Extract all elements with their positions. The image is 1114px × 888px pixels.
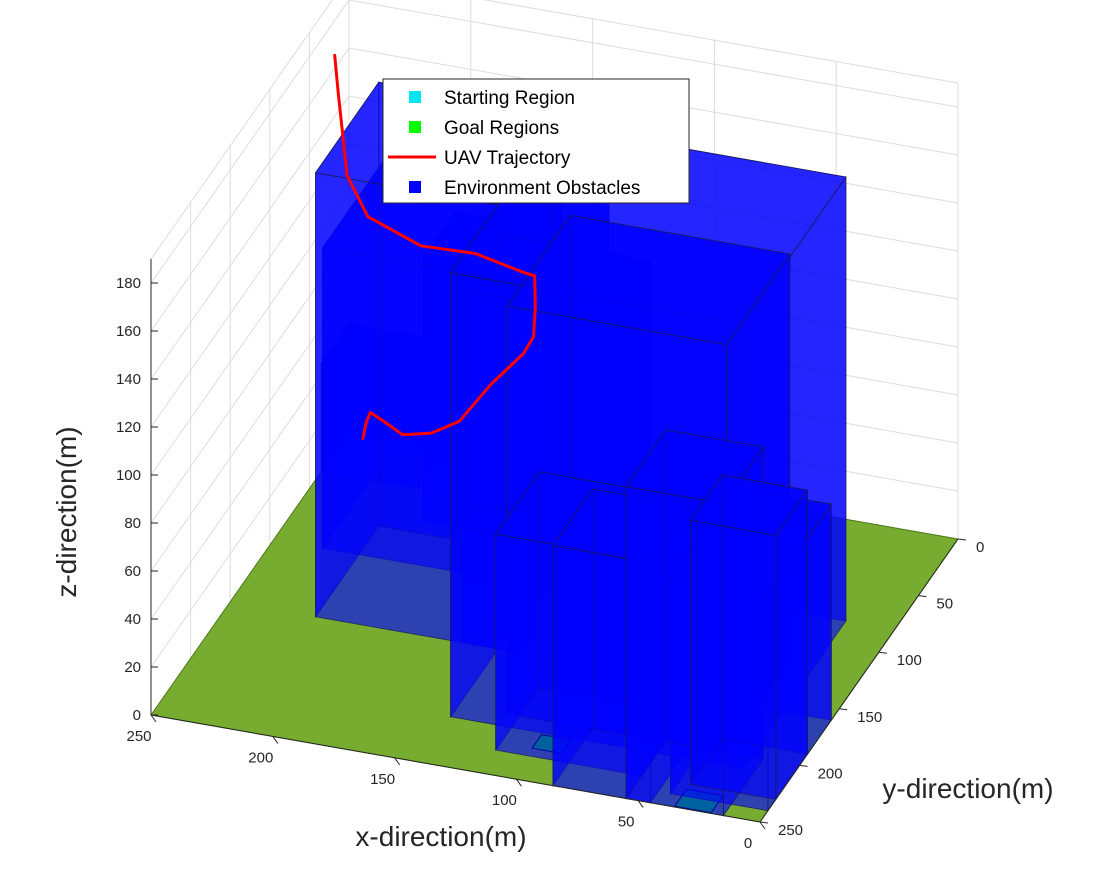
obstacle-box: [689, 473, 809, 801]
legend-label-goal-regions: Goal Regions: [444, 118, 559, 139]
z-tick-label: 20: [124, 659, 141, 676]
y-tick-label: 250: [778, 822, 803, 839]
legend-label-environment-obstacles: Environment Obstacles: [444, 178, 640, 199]
legend-swatch-goal-regions: [409, 121, 421, 133]
x-tick-label: 200: [248, 749, 273, 766]
z-tick-label: 100: [116, 467, 141, 484]
x-tick-label: 50: [618, 814, 635, 831]
x-tick: [394, 757, 401, 766]
legend-entry-uav-trajectory: UAV Trajectory: [388, 148, 571, 169]
legend-swatch-starting-region: [409, 91, 421, 103]
z-tick-label: 40: [124, 611, 141, 628]
legend: Starting Region Goal Regions UAV Traject…: [382, 78, 690, 204]
legend-box: [382, 78, 690, 204]
y-tick-label: 100: [897, 652, 922, 669]
x-axis-label: x-direction(m): [355, 821, 526, 852]
y-tick: [759, 821, 769, 824]
x-tick: [150, 714, 157, 723]
x-tick: [637, 800, 644, 808]
z-tick-label: 160: [116, 323, 141, 340]
x-tick: [272, 736, 279, 744]
x-tick-label: 0: [744, 835, 752, 852]
z-tick-label: 120: [116, 419, 141, 436]
x-tick-label: 250: [126, 728, 151, 745]
y-tick: [918, 595, 927, 598]
axes-layer: 0 20 40 60 80 100 120 140 160 180 0 50 100 150 200 250 0…: [116, 259, 984, 852]
x-tick-label: 100: [492, 792, 517, 809]
grid-top-edge: [150, 0, 959, 260]
z-tick-label: 180: [116, 275, 141, 292]
y-tick-label: 200: [818, 765, 843, 782]
x-axis-line: [150, 714, 761, 823]
y-tick-label: 50: [936, 596, 953, 613]
obstacle-face-front-x: [775, 488, 808, 801]
legend-entry-starting-region: Starting Region: [409, 88, 575, 109]
y-axis-label: y-direction(m): [882, 773, 1053, 804]
z-axis-label: z-direction(m): [51, 426, 82, 597]
obstacle-face-top: [506, 215, 791, 346]
y-tick-label: 0: [976, 539, 984, 556]
legend-swatch-environment-obstacles: [409, 181, 421, 193]
z-tick-label: 0: [133, 707, 141, 724]
z-tick-label: 140: [116, 371, 141, 388]
x-tick: [515, 778, 522, 787]
y-axis-line: [759, 538, 959, 823]
y-tick: [839, 708, 848, 711]
legend-label-uav-trajectory: UAV Trajectory: [444, 148, 571, 169]
obstacle-face-front-y: [690, 519, 777, 800]
x-tick-label: 150: [370, 771, 395, 788]
y-tick-label: 150: [857, 709, 882, 726]
legend-entry-goal-regions: Goal Regions: [409, 118, 559, 139]
legend-entry-environment-obstacles: Environment Obstacles: [409, 178, 640, 199]
y-tick: [878, 651, 887, 654]
z-tick-label: 80: [124, 515, 141, 532]
obstacles-layer: [314, 80, 847, 817]
trajectory-layer: [333, 53, 537, 440]
legend-label-starting-region: Starting Region: [444, 88, 575, 109]
z-tick-label: 60: [124, 563, 141, 580]
y-tick: [799, 764, 808, 767]
uav-trajectory-line: [333, 53, 537, 440]
y-tick: [957, 538, 967, 541]
obstacle-face-top: [689, 474, 809, 536]
grid-line-z: [150, 0, 959, 284]
x-tick: [759, 821, 766, 830]
